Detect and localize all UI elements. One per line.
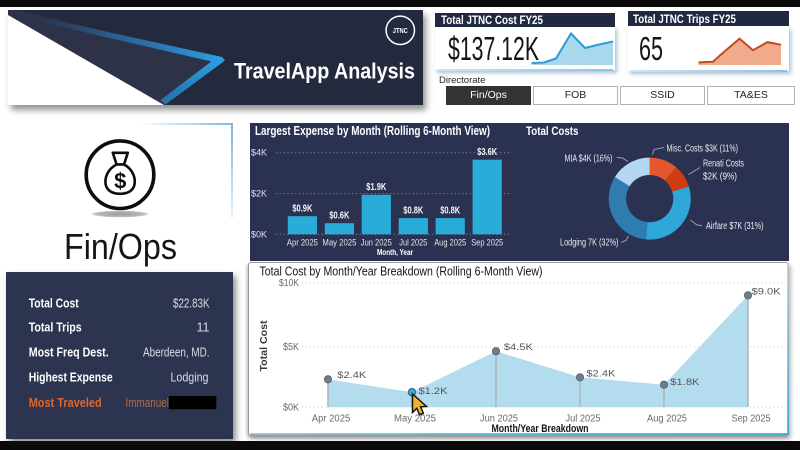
- svg-text:$1.9K: $1.9K: [366, 182, 387, 193]
- svg-text:Jul 2025: Jul 2025: [399, 238, 427, 249]
- svg-text:Misc. Costs $3K (11%): Misc. Costs $3K (11%): [667, 144, 739, 155]
- svg-text:$0.9K: $0.9K: [292, 204, 313, 215]
- svg-text:$2K (9%): $2K (9%): [703, 172, 737, 183]
- svg-text:$2K: $2K: [251, 189, 267, 199]
- svg-text:Immanuel: Immanuel: [126, 396, 170, 410]
- svg-text:$2.4K: $2.4K: [337, 370, 367, 381]
- svg-text:Total Cost: Total Cost: [258, 320, 270, 371]
- svg-text:Most Freq Dest.: Most Freq Dest.: [29, 346, 109, 360]
- svg-text:$0K: $0K: [251, 229, 267, 239]
- svg-text:$3.6K: $3.6K: [477, 147, 498, 158]
- svg-text:MIA $4K (16%): MIA $4K (16%): [565, 154, 613, 165]
- svg-text:Month, Year: Month, Year: [377, 247, 414, 257]
- svg-text:Airfare $7K (31%): Airfare $7K (31%): [706, 221, 764, 232]
- svg-text:Sep 2025: Sep 2025: [732, 414, 771, 425]
- svg-text:Lodging 7K (32%): Lodging 7K (32%): [560, 238, 619, 249]
- svg-text:$9.0K: $9.0K: [752, 287, 782, 298]
- svg-text:Total Costs: Total Costs: [526, 124, 579, 138]
- svg-text:$: $: [114, 169, 126, 194]
- svg-text:$4.5K: $4.5K: [504, 342, 534, 353]
- svg-text:Jun 2025: Jun 2025: [361, 238, 392, 249]
- svg-text:$5K: $5K: [283, 342, 299, 353]
- svg-text:Aug 2025: Aug 2025: [647, 414, 687, 425]
- svg-text:TravelApp Analysis: TravelApp Analysis: [234, 59, 415, 84]
- svg-text:$0K: $0K: [283, 402, 299, 413]
- svg-text:Fin/Ops: Fin/Ops: [64, 226, 177, 267]
- svg-text:Sep 2025: Sep 2025: [471, 238, 503, 249]
- svg-text:65: 65: [639, 30, 663, 67]
- svg-text:Total Trips: Total Trips: [29, 321, 82, 335]
- svg-text:Month/Year Breakdown: Month/Year Breakdown: [492, 423, 589, 435]
- svg-text:May 2025: May 2025: [394, 414, 436, 425]
- svg-text:$0.8K: $0.8K: [440, 206, 461, 217]
- svg-text:Jul 2025: Jul 2025: [566, 414, 601, 425]
- svg-text:$4K: $4K: [251, 148, 267, 158]
- svg-text:Highest Expense: Highest Expense: [29, 371, 113, 385]
- svg-text:Apr 2025: Apr 2025: [312, 414, 351, 425]
- svg-text:JTNC: JTNC: [393, 26, 408, 35]
- svg-text:$1.8K: $1.8K: [670, 377, 700, 388]
- svg-text:Total Cost: Total Cost: [29, 297, 80, 311]
- svg-text:$137.12K: $137.12K: [448, 30, 539, 67]
- svg-text:Aug 2025: Aug 2025: [434, 238, 466, 249]
- svg-text:11: 11: [197, 321, 210, 335]
- svg-text:Most Traveled: Most Traveled: [29, 396, 102, 410]
- svg-text:Aberdeen, MD.: Aberdeen, MD.: [143, 346, 210, 360]
- svg-text:Total JTNC Trips FY25: Total JTNC Trips FY25: [633, 14, 737, 26]
- svg-text:$1.2K: $1.2K: [419, 386, 449, 397]
- svg-text:Total JTNC Cost FY25: Total JTNC Cost FY25: [441, 15, 544, 27]
- svg-text:$10K: $10K: [279, 278, 299, 289]
- svg-text:Lodging: Lodging: [171, 371, 209, 385]
- svg-text:Jun 2025: Jun 2025: [480, 414, 518, 425]
- svg-text:Total Cost by Month/Year Break: Total Cost by Month/Year Breakdown (Roll…: [260, 265, 543, 279]
- svg-text:Largest Expense by Month (Roll: Largest Expense by Month (Rolling 6-Mont…: [255, 124, 490, 138]
- svg-text:May 2025: May 2025: [322, 238, 356, 249]
- svg-text:Renati Costs: Renati Costs: [703, 159, 744, 170]
- svg-text:$2.4K: $2.4K: [586, 369, 616, 380]
- svg-text:$0.8K: $0.8K: [403, 206, 424, 217]
- svg-text:$0.6K: $0.6K: [329, 211, 350, 222]
- svg-text:Apr 2025: Apr 2025: [287, 238, 318, 249]
- svg-text:$22.83K: $22.83K: [173, 297, 210, 311]
